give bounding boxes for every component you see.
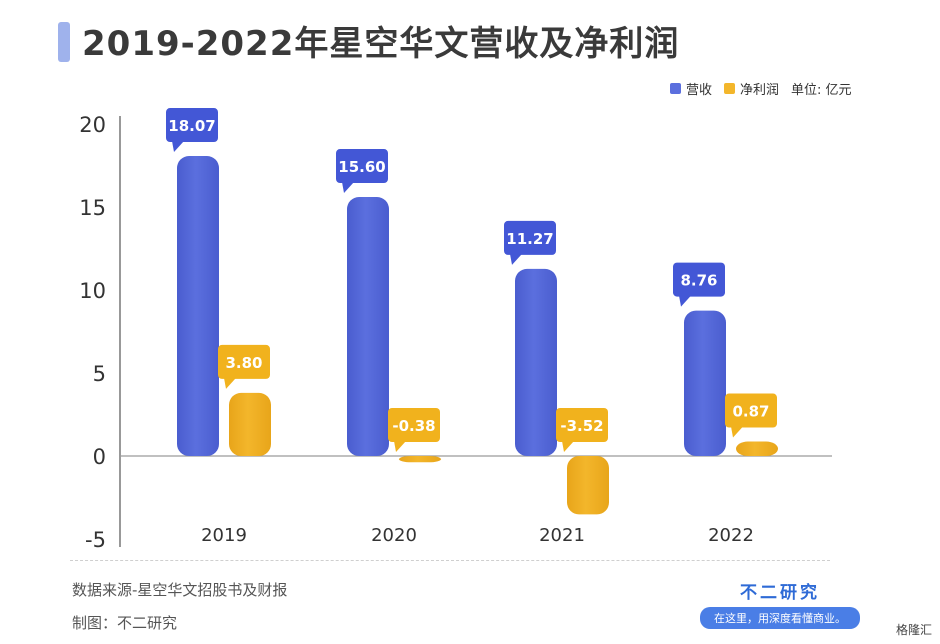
chart-title: 2019-2022年星空华文营收及净利润 [82,24,680,64]
legend-item-profit: 净利润 [724,79,779,98]
data-label-pointer [731,426,743,438]
y-tick-label: 0 [93,445,106,469]
x-tick-label: 2019 [201,525,247,546]
bar-profit-2022 [736,441,778,456]
corner-logo: 格隆汇 [895,623,932,637]
data-label-pointer [224,377,236,389]
data-label-pointer [562,441,574,452]
bar-revenue-2020 [347,197,389,457]
x-tick-label: 2021 [539,525,585,546]
data-label-box-revenue [504,220,556,255]
data-label-box-revenue [336,149,388,184]
data-label-revenue: 11.27 [506,230,553,248]
data-label-box-profit [725,393,777,428]
y-tick-label: -5 [85,528,106,552]
bar-profit-2019 [229,392,271,456]
bar-profit-2021 [567,456,609,515]
brand-name: 不二研究 [740,583,820,603]
data-label-revenue: 8.76 [680,272,717,290]
y-tick-label: 20 [79,113,106,137]
legend: 营收 净利润 单位: 亿元 [670,79,852,98]
unit-label: 单位: 亿元 [791,83,852,98]
data-label-pointer [679,295,691,307]
legend-item-revenue: 营收 [670,79,712,98]
brand-block: 不二研究 在这里，用深度看懂商业。 [690,578,870,629]
data-label-box-profit [556,408,608,442]
data-label-pointer [394,441,406,452]
x-tick-label: 2022 [708,525,754,546]
data-label-pointer [510,253,522,265]
data-label-revenue: 15.60 [338,158,385,176]
legend-swatch-revenue [670,83,681,94]
y-tick-label: 5 [93,362,106,386]
chart-maker: 制图：不二研究 [72,614,178,632]
legend-label-revenue: 营收 [686,83,713,98]
bar-revenue-2019 [177,156,219,456]
data-label-profit: 0.87 [732,403,769,421]
data-label-profit: -3.52 [560,417,603,435]
brand-slogan: 在这里，用深度看懂商业。 [700,607,860,629]
bar-profit-2020 [399,456,441,463]
legend-label-profit: 净利润 [740,83,780,98]
data-label-pointer [342,182,354,194]
title-accent-bar [58,22,70,62]
data-label-profit: 3.80 [225,354,262,372]
bar-revenue-2022 [684,310,726,456]
data-label-pointer [172,141,184,153]
data-label-revenue: 18.07 [168,117,215,135]
footer-divider [70,560,830,561]
data-label-box-profit [388,408,440,442]
data-label-box-revenue [673,262,725,297]
y-tick-label: 15 [79,196,106,220]
bar-revenue-2021 [515,268,557,456]
data-label-box-profit [218,344,270,379]
x-tick-label: 2020 [371,525,417,546]
data-label-profit: -0.38 [392,417,435,435]
data-source: 数据来源-星空华文招股书及财报 [72,581,288,599]
y-tick-label: 10 [79,279,106,303]
data-label-box-revenue [166,108,218,143]
legend-swatch-profit [724,83,736,94]
